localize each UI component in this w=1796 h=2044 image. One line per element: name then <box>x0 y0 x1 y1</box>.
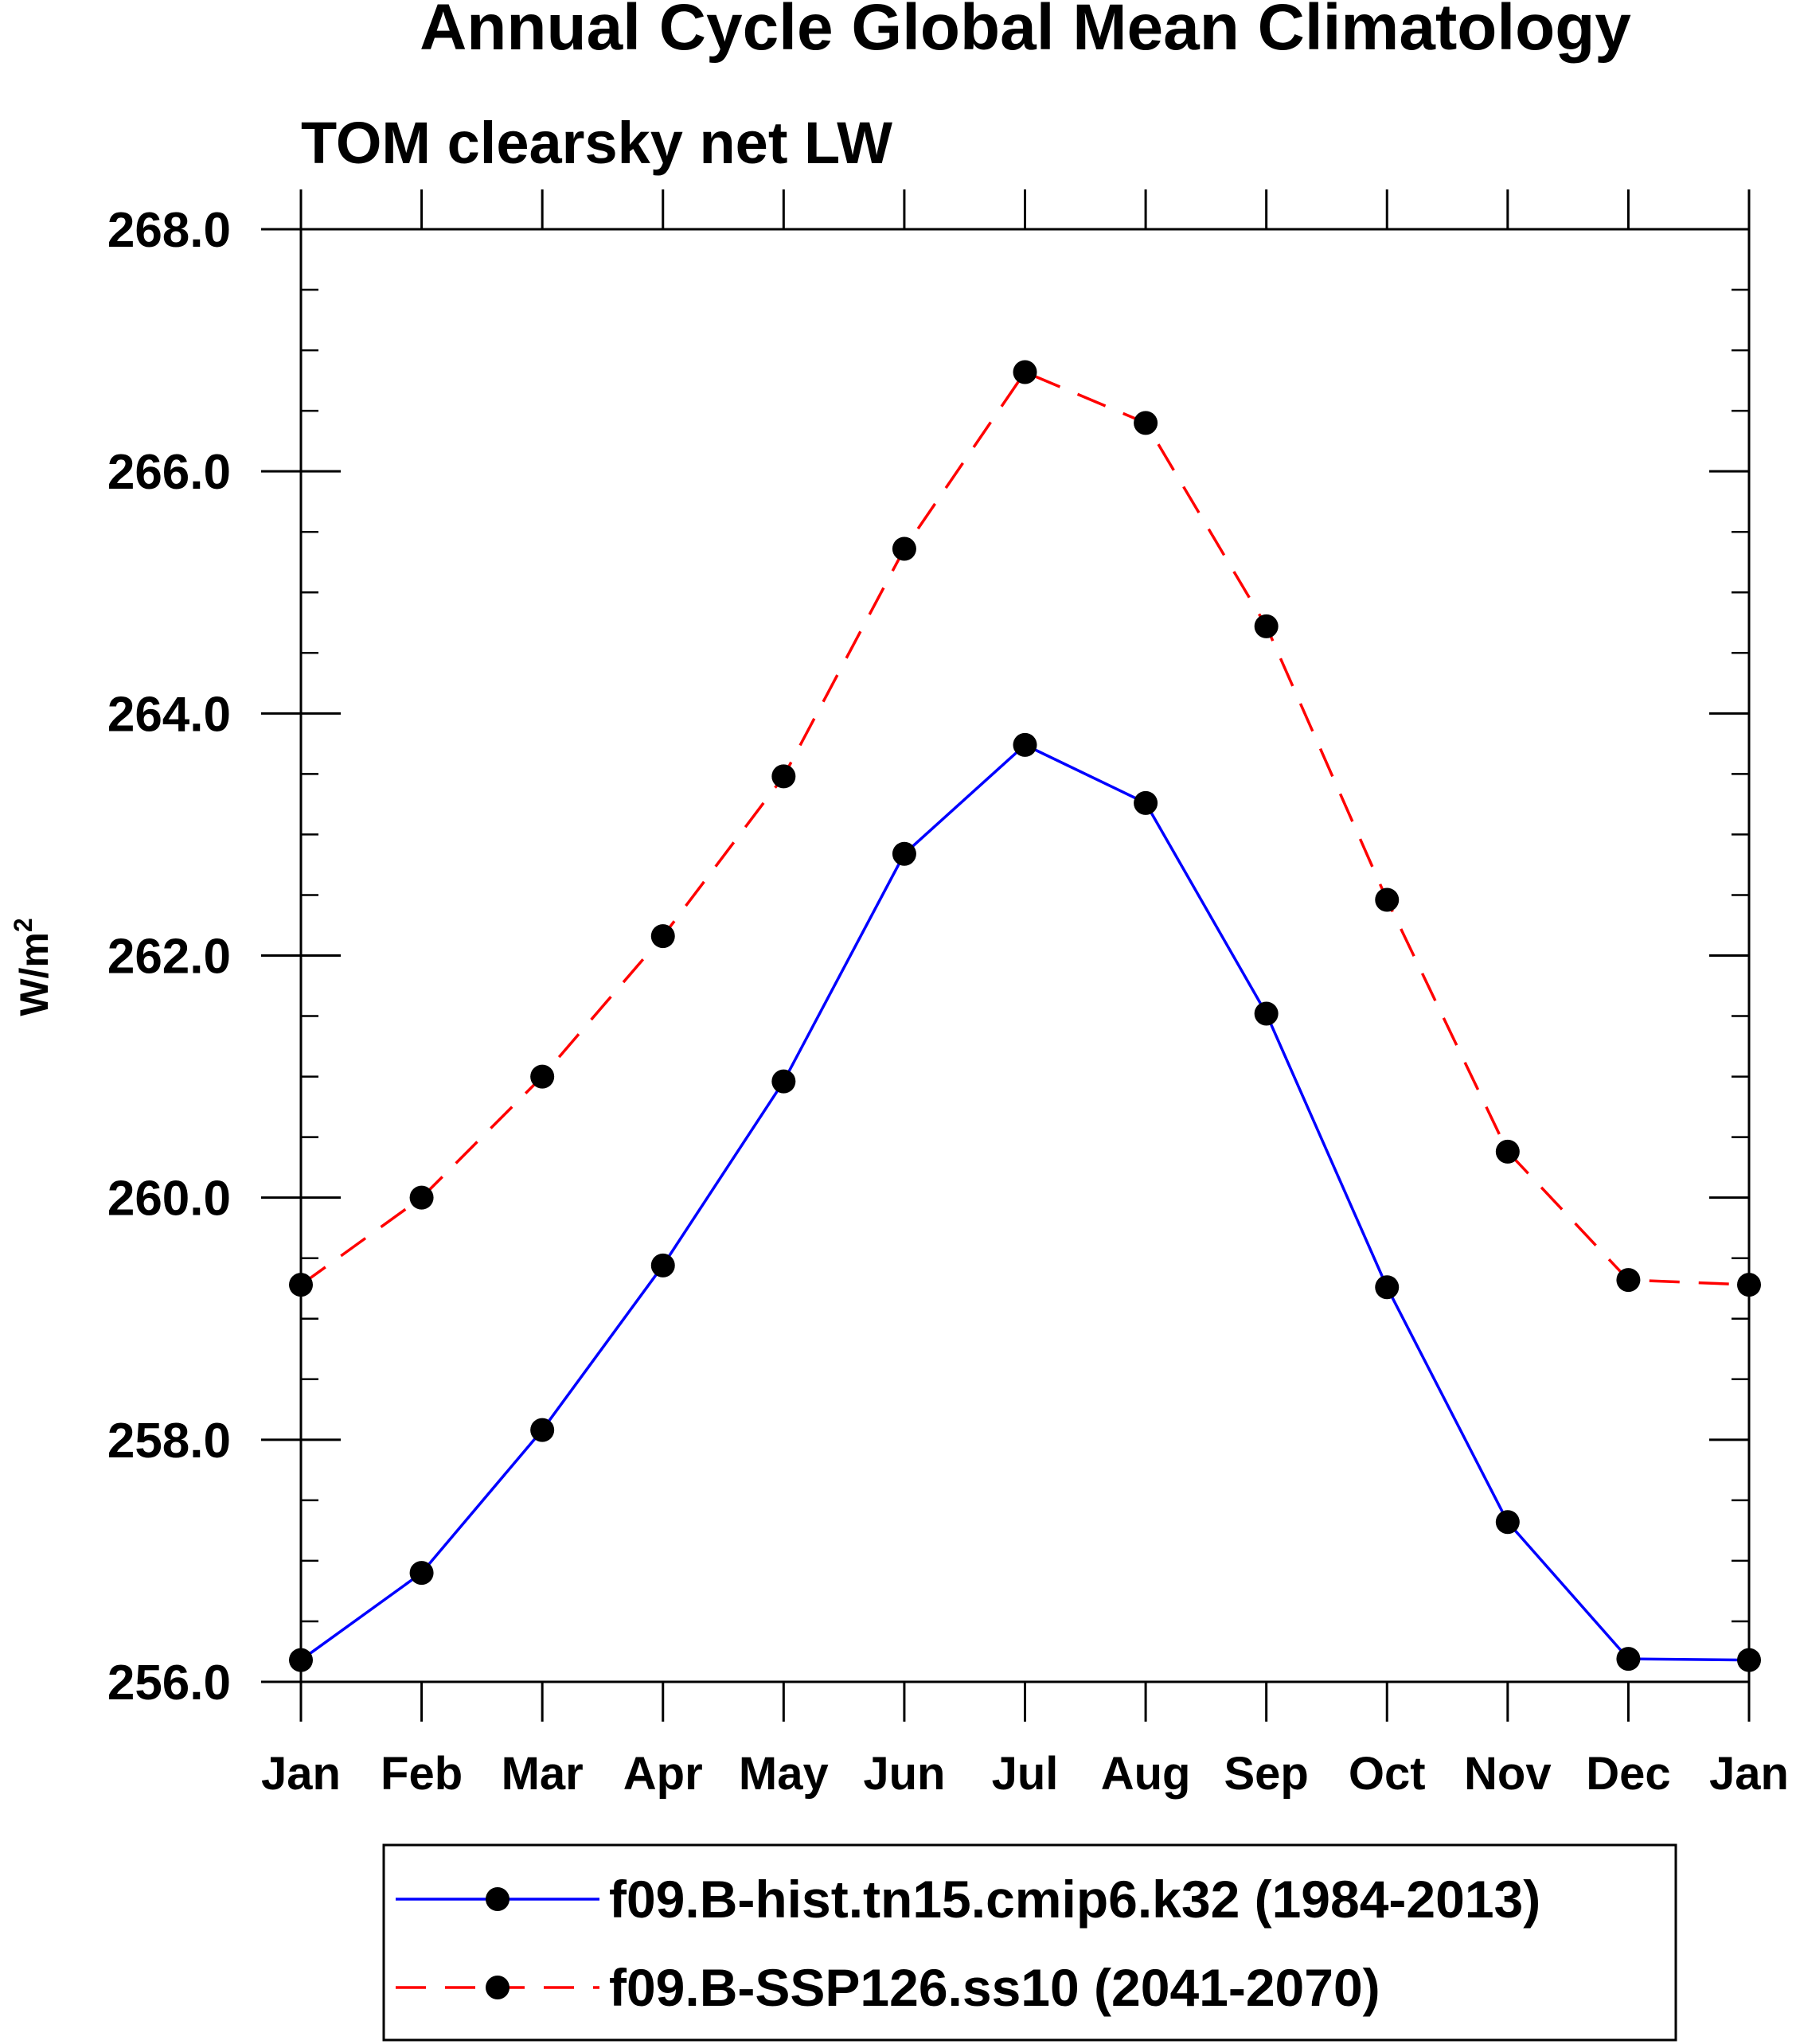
data-point <box>1134 790 1158 815</box>
x-tick-label: Aug <box>1101 1748 1191 1800</box>
y-tick-label: 264.0 <box>107 687 231 742</box>
data-point <box>1495 1510 1520 1535</box>
data-point <box>1254 614 1279 638</box>
legend-entry-hist: f09.B-hist.tn15.cmip6.k32 (1984-2013) <box>396 1870 1540 1929</box>
x-tick-label: Jun <box>863 1748 945 1800</box>
legend-marker-ssp <box>486 1976 510 1999</box>
x-tick-label: Feb <box>381 1748 463 1800</box>
x-tick-label: Jul <box>992 1748 1059 1800</box>
data-point <box>1616 1268 1641 1293</box>
data-point <box>650 924 675 949</box>
data-point <box>1495 1139 1520 1164</box>
legend-label-ssp: f09.B-SSP126.ss10 (2041-2070) <box>609 1958 1380 2017</box>
data-point <box>1013 732 1037 757</box>
x-tick-label: Jan <box>1709 1748 1789 1800</box>
x-tick-label: Jan <box>261 1748 341 1800</box>
y-tick-label: 256.0 <box>107 1656 231 1710</box>
data-point <box>771 1069 796 1094</box>
x-tick-label: Apr <box>623 1748 703 1800</box>
x-tick-label: Nov <box>1464 1748 1552 1800</box>
data-point <box>1375 1275 1400 1300</box>
major-ticks <box>261 189 1751 1722</box>
data-point <box>1616 1647 1641 1671</box>
x-tick-label: Mar <box>502 1748 584 1800</box>
series-0 <box>289 732 1761 1672</box>
data-point <box>409 1185 434 1210</box>
data-point <box>530 1064 555 1089</box>
legend: f09.B-hist.tn15.cmip6.k32 (1984-2013) f0… <box>382 1843 1677 2042</box>
data-point <box>530 1418 555 1442</box>
x-tick-label: Oct <box>1349 1748 1426 1800</box>
chart-title: Annual Cycle Global Mean Climatology <box>420 0 1631 64</box>
data-point <box>650 1253 675 1278</box>
y-tick-label: 260.0 <box>107 1172 231 1227</box>
x-tick-label: Dec <box>1586 1748 1670 1800</box>
minor-ticks <box>301 288 1749 1623</box>
x-tick-label: Sep <box>1224 1748 1308 1800</box>
data-point <box>892 841 916 866</box>
legend-entry-ssp: f09.B-SSP126.ss10 (2041-2070) <box>396 1958 1380 2017</box>
series-layer <box>289 360 1761 1672</box>
chart-subtitle: TOM clearsky net LW <box>301 110 892 176</box>
legend-marker-hist <box>486 1887 510 1911</box>
legend-label-hist: f09.B-hist.tn15.cmip6.k32 (1984-2013) <box>609 1870 1540 1929</box>
x-tick-label: May <box>739 1748 829 1800</box>
data-point <box>1375 887 1400 912</box>
plot-frame <box>299 228 1751 1683</box>
y-tick-label: 258.0 <box>107 1414 231 1469</box>
data-point <box>892 536 916 561</box>
data-point <box>1013 360 1037 384</box>
y-tick-labels: 256.0 258.0 260.0 262.0 264.0 266.0 268.0 <box>107 203 231 1710</box>
data-point <box>409 1561 434 1586</box>
data-point <box>1134 411 1158 435</box>
y-tick-label: 262.0 <box>107 930 231 985</box>
x-tick-labels: Jan Feb Mar Apr May Jun Jul Aug Sep Oct Nov Dec Jan <box>261 1748 1789 1800</box>
series-line <box>299 370 1750 1286</box>
data-point <box>1254 1001 1279 1026</box>
series-line <box>299 743 1750 1662</box>
y-tick-label: 266.0 <box>107 445 231 500</box>
series-1 <box>289 360 1761 1297</box>
y-axis-label-superscript: 2 <box>9 918 37 932</box>
y-tick-label: 268.0 <box>107 203 231 258</box>
data-point <box>771 764 796 789</box>
y-axis-label: W/m2 <box>9 918 57 1016</box>
legend-box <box>382 1843 1677 2042</box>
